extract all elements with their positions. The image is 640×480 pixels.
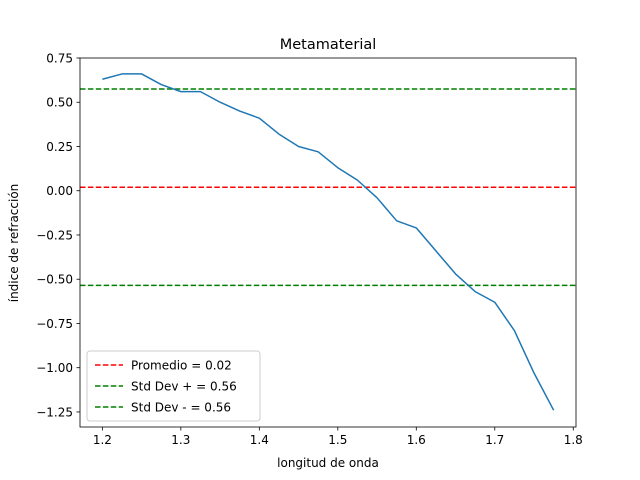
y-tick-label: 0.75 [46, 51, 73, 65]
x-axis-title: longitud de onda [277, 456, 379, 470]
legend-label: Std Dev - = 0.56 [131, 400, 231, 414]
x-tick-label: 1.3 [171, 433, 190, 447]
y-tick-label: −0.25 [36, 228, 73, 242]
x-tick-label: 1.6 [407, 433, 426, 447]
y-tick-label: 0.25 [46, 140, 73, 154]
y-tick-label: −0.75 [36, 317, 73, 331]
y-axis-title: índice de refracción [7, 184, 21, 303]
y-tick-label: 0.00 [46, 184, 73, 198]
x-tick-label: 1.5 [328, 433, 347, 447]
legend-box [86, 350, 261, 422]
legend: Promedio = 0.02 Std Dev + = 0.56 Std Dev -… [86, 350, 261, 422]
y-tick-label: −1.25 [36, 405, 73, 419]
y-tick-label: −1.00 [36, 361, 73, 375]
x-tick-label: 1.8 [564, 433, 583, 447]
x-tick-label: 1.4 [250, 433, 269, 447]
y-tick-label: 0.50 [46, 96, 73, 110]
chart-title: Metamaterial [280, 37, 377, 53]
legend-label: Std Dev + = 0.56 [131, 379, 237, 393]
axes: 1.2 1.3 1.4 1.5 1.6 1.7 1.8 0.75 0.50 0.25 0.00 −0.… [36, 51, 583, 447]
x-tick-label: 1.7 [485, 433, 504, 447]
plot-frame [79, 57, 577, 428]
plot-area [80, 73, 576, 411]
legend-label: Promedio = 0.02 [131, 358, 232, 372]
series-line-1 [102, 73, 555, 411]
y-tick-label: −0.50 [36, 273, 73, 287]
x-tick-label: 1.2 [93, 433, 112, 447]
